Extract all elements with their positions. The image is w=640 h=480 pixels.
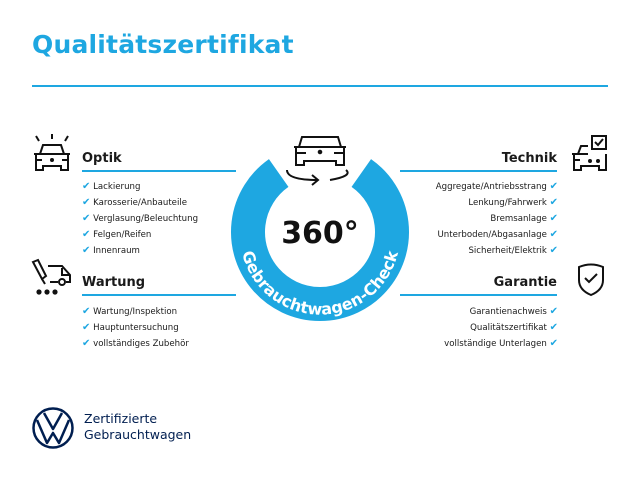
- list-item: Unterboden/Abgasanlage ✔: [437, 229, 559, 240]
- check-icon: ✔: [82, 306, 91, 317]
- check-icon: ✔: [82, 322, 91, 333]
- check-icon: ✔: [549, 181, 558, 192]
- list-item: ✔ Wartung/Inspektion: [82, 306, 178, 317]
- list-item: ✔ Karosserie/Anbauteile: [82, 197, 188, 208]
- check-icon: ✔: [82, 213, 91, 224]
- check-icon: ✔: [82, 229, 91, 240]
- list-item: vollständige Unterlagen ✔: [444, 338, 558, 349]
- check-icon: ✔: [549, 213, 558, 224]
- section-divider-garantie: [400, 294, 557, 296]
- section-divider-technik: [400, 170, 557, 172]
- badge-number: 360°: [281, 216, 359, 251]
- list-item: ✔ Hauptuntersuchung: [82, 322, 179, 333]
- list-item: Sicherheit/Elektrik ✔: [468, 245, 558, 256]
- check-icon: ✔: [549, 338, 558, 349]
- section-title-technik: Technik: [501, 151, 557, 166]
- footer-brand-text: Zertifizierte Gebrauchtwagen: [84, 411, 192, 442]
- list-item: ✔ Verglasung/Beleuchtung: [82, 213, 199, 224]
- check-icon: ✔: [549, 197, 558, 208]
- car-checklist-icon: [572, 135, 607, 171]
- section-divider-wartung: [82, 294, 236, 296]
- list-item: Garantienachweis ✔: [469, 306, 558, 317]
- garantie-list: Garantienachweis ✔ Qualitätszertifikat ✔…: [444, 304, 558, 352]
- check-icon: ✔: [549, 245, 558, 256]
- check-icon: ✔: [82, 197, 91, 208]
- list-item: Bremsanlage ✔: [490, 213, 558, 224]
- badge-ring: [231, 159, 409, 321]
- check-icon: ✔: [82, 245, 91, 256]
- list-item: Qualitätszertifikat ✔: [470, 322, 558, 333]
- optik-list: ✔ Lackierung ✔ Karosserie/Anbauteile ✔ V…: [82, 179, 198, 259]
- car-rotate-icon: [286, 136, 349, 186]
- list-item: Lenkung/Fahrwerk ✔: [468, 197, 558, 208]
- vw-logo: [32, 407, 74, 449]
- list-item: ✔ Felgen/Reifen: [82, 229, 152, 240]
- check-icon: ✔: [82, 338, 91, 349]
- check-icon: ✔: [549, 229, 558, 240]
- check-icon: ✔: [82, 181, 91, 192]
- title-divider: [32, 85, 608, 87]
- check-icon: ✔: [549, 306, 558, 317]
- section-title-optik: Optik: [82, 151, 122, 166]
- list-item: ✔ Lackierung: [82, 181, 141, 192]
- list-item: ✔ vollständiges Zubehör: [82, 338, 189, 349]
- page-title: Qualitätszertifikat: [32, 30, 294, 59]
- shield-check-icon: [578, 263, 604, 297]
- service-truck-icon: [31, 258, 71, 295]
- wartung-list: ✔ Wartung/Inspektion ✔ Hauptuntersuchung…: [82, 304, 189, 352]
- technik-list: Aggregate/Antriebsstrang ✔ Lenkung/Fahrw…: [436, 179, 558, 259]
- list-item: Aggregate/Antriebsstrang ✔: [435, 181, 558, 192]
- list-item: ✔ Innenraum: [82, 245, 140, 256]
- check-icon: ✔: [549, 322, 558, 333]
- section-title-wartung: Wartung: [82, 275, 146, 290]
- section-title-garantie: Garantie: [493, 275, 557, 290]
- check-360-badge: 360° Gebrauchtwagen-Check: [231, 136, 409, 321]
- car-lights-icon: [34, 134, 70, 171]
- section-divider-optik: [82, 170, 236, 172]
